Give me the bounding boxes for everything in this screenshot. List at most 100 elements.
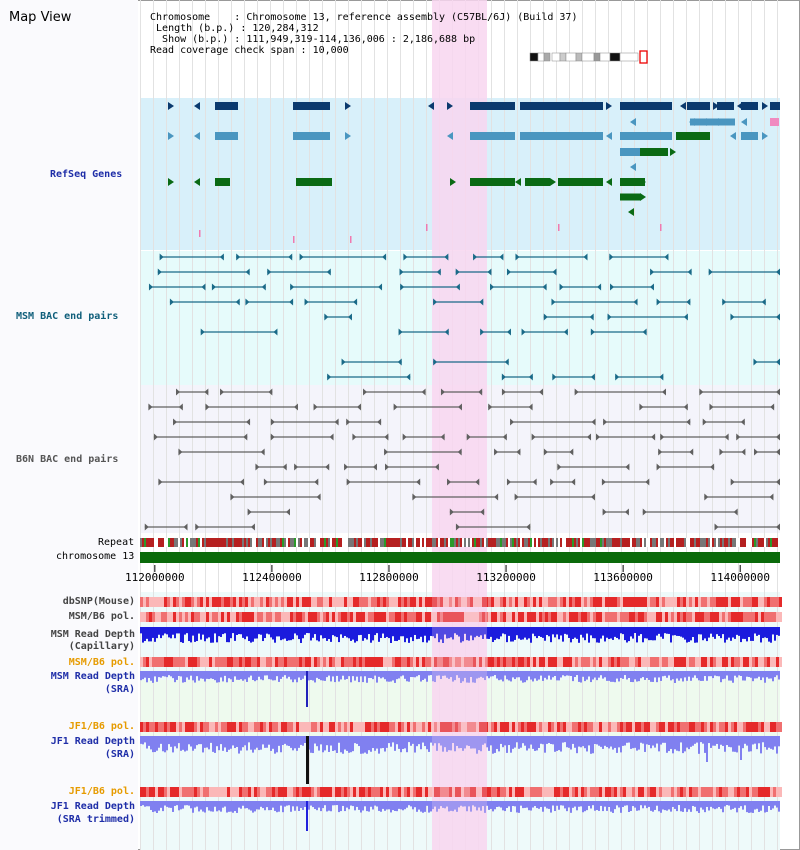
repeat-element xyxy=(594,538,596,547)
track-label-chromosome[interactable]: chromosome 13 xyxy=(56,551,135,562)
depth-spike xyxy=(306,801,308,831)
depth-msm-sra-bar xyxy=(712,671,714,679)
polymorphism-cell xyxy=(290,657,293,667)
depth-capillary-bar xyxy=(586,627,588,634)
polymorphism-cell xyxy=(191,612,194,622)
track-label-msm-depth-sra-1[interactable]: MSM Read Depth xyxy=(50,671,135,682)
polymorphism-cell xyxy=(764,787,767,797)
depth-jf1-trim-bar xyxy=(296,801,298,807)
depth-jf1-sra-bar xyxy=(432,736,434,746)
span-value: 10,000 xyxy=(312,45,349,56)
polymorphism-cell xyxy=(629,787,632,797)
depth-jf1-trim-bar xyxy=(320,801,322,812)
depth-jf1-trim-bar xyxy=(580,801,582,807)
polymorphism-cell xyxy=(569,612,572,622)
track-label-repeat[interactable]: Repeat xyxy=(98,537,135,548)
polymorphism-cell xyxy=(404,722,407,732)
depth-msm-sra-bar xyxy=(704,671,706,677)
strand-arrow xyxy=(741,118,747,126)
polymorphism-cell xyxy=(557,597,560,607)
repeat-element xyxy=(578,538,580,547)
depth-jf1-sra-bar xyxy=(142,736,144,745)
repeat-element xyxy=(170,538,172,547)
repeat-element xyxy=(516,538,518,547)
polymorphism-cell xyxy=(362,722,365,732)
polymorphism-cell xyxy=(311,612,314,622)
polymorphism-cell xyxy=(371,597,374,607)
repeat-element xyxy=(164,538,166,547)
polymorphism-cell xyxy=(410,722,413,732)
depth-jf1-sra-bar xyxy=(658,736,660,752)
track-label-dbsnp[interactable]: dbSNP(Mouse) xyxy=(62,596,135,607)
depth-capillary-bar xyxy=(694,627,696,643)
polymorphism-cell xyxy=(170,612,173,622)
repeat-element xyxy=(470,538,472,547)
repeat-element xyxy=(600,538,602,547)
polymorphism-cell xyxy=(632,657,635,667)
depth-capillary-bar xyxy=(374,627,376,636)
polymorphism-cell xyxy=(290,722,293,732)
depth-msm-sra-bar xyxy=(226,671,228,683)
track-label-jf1-depth-trim-1[interactable]: JF1 Read Depth xyxy=(50,801,135,812)
msm-bac-end xyxy=(683,313,688,321)
polymorphism-cell xyxy=(209,612,212,622)
polymorphism-cell xyxy=(200,597,203,607)
repeat-element xyxy=(222,538,224,547)
depth-jf1-trim-bar xyxy=(354,801,356,811)
track-label-msm-b6-pol-1[interactable]: MSM/B6 pol. xyxy=(68,611,135,622)
polymorphism-cell xyxy=(509,597,512,607)
track-label-msm-b6-pol-2[interactable]: MSM/B6 pol. xyxy=(68,657,135,668)
depth-jf1-trim-bar xyxy=(514,801,516,807)
repeat-element xyxy=(586,538,588,547)
polymorphism-cell xyxy=(140,722,143,732)
b6n-bac-end xyxy=(416,478,421,486)
depth-capillary-bar xyxy=(506,627,508,643)
strand-arrow xyxy=(168,178,174,186)
polymorphism-cell xyxy=(521,612,524,622)
b6n-bac-end xyxy=(624,508,629,516)
polymorphism-cell xyxy=(236,722,239,732)
polymorphism-cell xyxy=(659,612,662,622)
polymorphism-cell xyxy=(224,787,227,797)
polymorphism-cell xyxy=(407,597,410,607)
track-label-jf1-b6-pol-1[interactable]: JF1/B6 pol. xyxy=(68,721,135,732)
gene-exon xyxy=(215,132,238,140)
polymorphism-cell xyxy=(554,612,557,622)
depth-jf1-sra-bar xyxy=(414,736,416,753)
repeat-element xyxy=(276,538,278,547)
depth-jf1-trim-bar xyxy=(720,801,722,809)
polymorphism-cell xyxy=(452,722,455,732)
polymorphism-cell xyxy=(509,612,512,622)
depth-msm-sra-bar xyxy=(400,671,402,677)
track-label-refseq[interactable]: RefSeq Genes xyxy=(50,169,123,180)
track-label-jf1-depth-sra-1[interactable]: JF1 Read Depth xyxy=(50,736,135,747)
highlight-overlay xyxy=(432,592,487,850)
depth-msm-sra-bar xyxy=(410,671,412,678)
depth-msm-sra-bar xyxy=(260,671,262,680)
polymorphism-cell xyxy=(212,612,215,622)
track-label-msm-bac[interactable]: MSM BAC end pairs xyxy=(16,311,119,322)
track-label-msm-depth-cap-1[interactable]: MSM Read Depth xyxy=(50,629,135,640)
msm-bac-end xyxy=(687,268,692,276)
depth-msm-sra-bar xyxy=(326,671,328,678)
repeat-element xyxy=(334,538,336,547)
polymorphism-cell xyxy=(299,722,302,732)
depth-jf1-sra-bar xyxy=(534,736,536,751)
depth-jf1-trim-bar xyxy=(570,801,572,813)
track-label-b6n-bac[interactable]: B6N BAC end pairs xyxy=(16,454,119,465)
depth-jf1-trim-bar xyxy=(622,801,624,808)
polymorphism-cell xyxy=(575,612,578,622)
polymorphism-cell xyxy=(668,612,671,622)
depth-capillary-bar xyxy=(372,627,374,641)
track-label-jf1-b6-pol-2[interactable]: JF1/B6 pol. xyxy=(68,786,135,797)
depth-jf1-sra-bar xyxy=(348,736,350,753)
depth-jf1-sra-bar xyxy=(672,736,674,754)
depth-msm-sra-bar xyxy=(408,671,410,682)
polymorphism-cell xyxy=(242,657,245,667)
b6n-bac-end xyxy=(457,403,462,411)
polymorphism-cell xyxy=(239,657,242,667)
depth-capillary-bar xyxy=(718,627,720,636)
repeat-element xyxy=(446,538,448,547)
polymorphism-cell xyxy=(170,787,173,797)
